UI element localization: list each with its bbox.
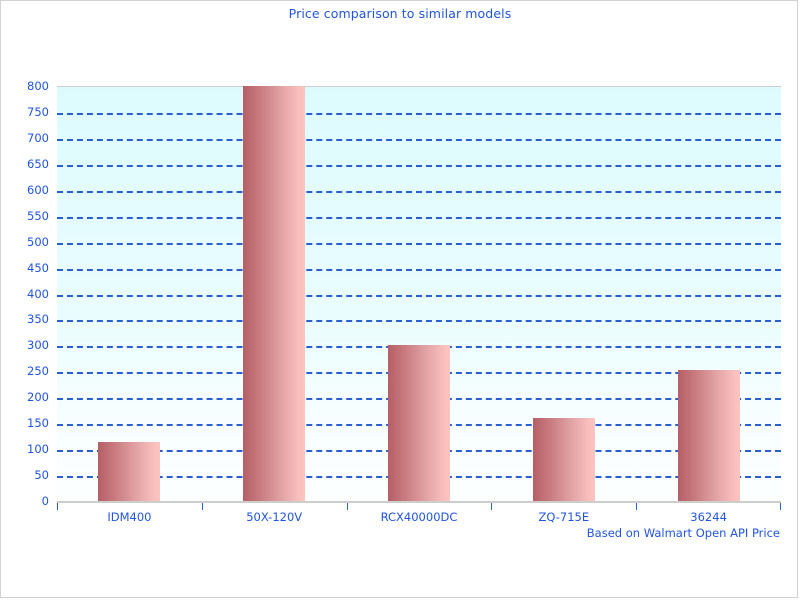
- x-tick-label: RCX40000DC: [380, 510, 458, 524]
- y-tick-label: 0: [41, 494, 49, 508]
- y-tick-label: 300: [27, 338, 49, 353]
- footnote: Based on Walmart Open API Price: [586, 526, 780, 540]
- y-tick-label: 500: [27, 234, 49, 249]
- y-tick-label: 150: [27, 416, 49, 431]
- x-tick-label: 50X-120V: [246, 510, 303, 524]
- y-tick-label: 650: [27, 156, 49, 171]
- y-tick-label: 50: [34, 468, 49, 483]
- x-axis-tick: [636, 503, 638, 510]
- x-axis: IDM400 50X-120V RCX40000DC ZQ-715E 36244: [57, 510, 781, 528]
- x-axis-line: [57, 501, 781, 503]
- x-tick-label: IDM400: [107, 510, 152, 524]
- y-tick-label: 400: [27, 286, 49, 301]
- y-tick-label: 450: [27, 260, 49, 275]
- y-tick-label: 350: [27, 312, 49, 327]
- bar: [677, 370, 740, 501]
- y-tick-label: 100: [27, 442, 49, 457]
- y-tick-label: 750: [27, 104, 49, 119]
- y-tick-label: 550: [27, 208, 49, 223]
- x-axis-tick: [57, 503, 58, 510]
- chart-title: Price comparison to similar models: [288, 6, 512, 21]
- bar: [243, 86, 306, 501]
- y-tick-label: 250: [27, 364, 49, 379]
- bar: [98, 442, 161, 501]
- x-axis-tick: [491, 503, 493, 510]
- x-axis-tick: [780, 503, 781, 510]
- y-tick-label: 600: [27, 182, 49, 197]
- y-tick-label: 800: [27, 79, 49, 93]
- x-axis-tick: [201, 503, 203, 510]
- y-tick-label: 700: [27, 130, 49, 145]
- bar-series: [57, 86, 781, 501]
- y-axis: 0 50 100 150 200 250 300 350 400 450 500 550 600 650 7…: [1, 79, 49, 508]
- bar: [532, 418, 595, 501]
- y-tick-label: 200: [27, 390, 49, 405]
- x-axis-tick: [346, 503, 348, 510]
- x-tick-label: ZQ-715E: [538, 510, 590, 524]
- bar: [388, 345, 450, 501]
- x-axis-ticks: [57, 503, 781, 511]
- x-tick-label: 36244: [690, 510, 727, 524]
